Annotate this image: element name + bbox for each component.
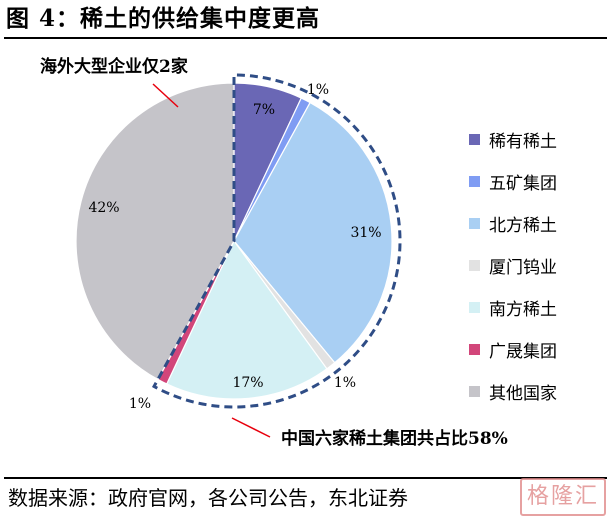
title-rule (4, 37, 607, 39)
figure-title: 图 4：稀土的供给集中度更高 (6, 5, 321, 32)
legend-item: 其他国家 (469, 370, 607, 412)
slice-label-4: 1% (334, 375, 356, 391)
legend-item: 五矿集团 (469, 160, 607, 202)
legend-swatch (469, 175, 480, 187)
legend-item: 稀有稀土 (469, 118, 607, 160)
legend-item: 广晟集团 (469, 328, 607, 370)
legend-swatch (469, 343, 480, 355)
legend-swatch (469, 133, 480, 145)
legend-swatch (469, 259, 480, 271)
slice-label-2: 1% (307, 82, 329, 98)
legend-swatch (469, 217, 480, 229)
overseas-callout-line (152, 83, 179, 108)
slice-label-6: 1% (129, 396, 151, 412)
chart-legend: 稀有稀土五矿集团北方稀土厦门钨业南方稀土广晟集团其他国家 (469, 118, 607, 412)
legend-label: 五矿集团 (489, 173, 557, 194)
slice-label-1: 7% (253, 102, 275, 118)
legend-label: 厦门钨业 (489, 257, 557, 278)
overseas-annotation: 海外大型企业仅2家 (40, 56, 188, 77)
pie-slice-5 (165, 239, 328, 400)
china-group-outline (151, 73, 402, 409)
watermark-logo: 格隆汇 (520, 478, 606, 516)
legend-label: 广晟集团 (489, 341, 557, 362)
legend-swatch (469, 385, 480, 397)
slice-label-3: 31% (350, 225, 381, 241)
footer-rule (4, 477, 607, 479)
legend-item: 北方稀土 (469, 202, 607, 244)
china-annotation: 中国六家稀土集团共占比58% (281, 428, 508, 449)
source-note: 数据来源：政府官网，各公司公告，东北证券 (8, 486, 408, 510)
legend-item: 厦门钨业 (469, 244, 607, 286)
pie-slice-3 (233, 101, 393, 364)
pie-slice-7 (75, 82, 235, 381)
legend-swatch (469, 301, 480, 313)
slice-label-5: 17% (232, 375, 263, 391)
legend-label: 其他国家 (489, 383, 557, 404)
china-callout-line (231, 417, 271, 438)
legend-item: 南方稀土 (469, 286, 607, 328)
legend-label: 北方稀土 (489, 215, 557, 236)
legend-label: 稀有稀土 (489, 131, 557, 152)
legend-label: 南方稀土 (489, 299, 557, 320)
slice-label-7: 42% (88, 200, 119, 216)
